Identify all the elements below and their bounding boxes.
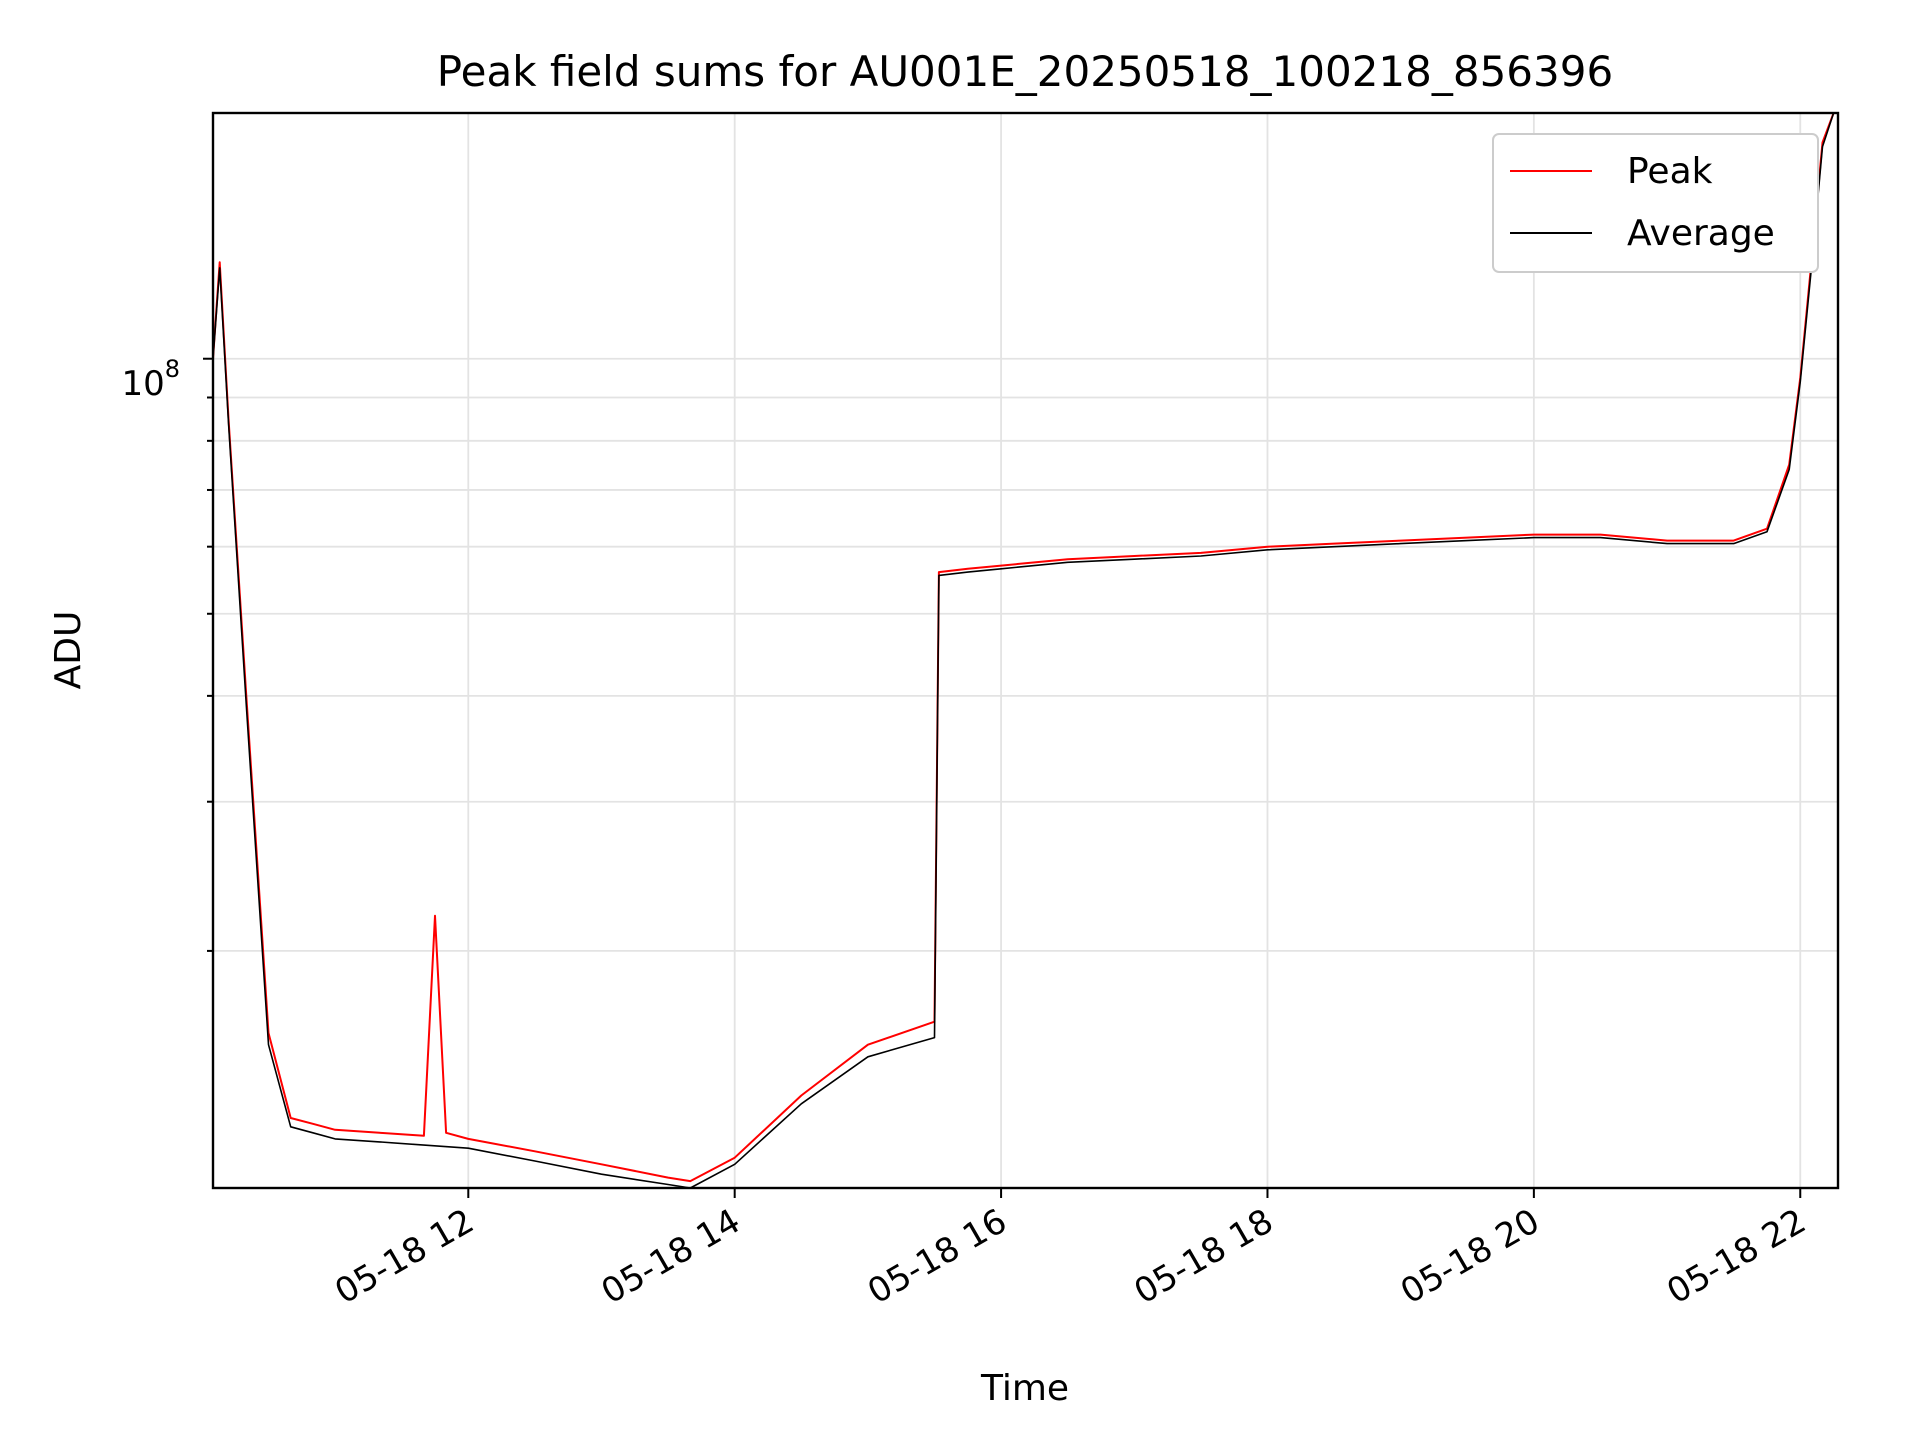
series-layer [212,112,1835,1189]
legend-box [1492,133,1819,273]
y-tick-label-exponent: 8 [165,355,180,383]
y-tick-label-major: 108 [121,355,180,404]
legend-label-peak: Peak [1627,151,1713,192]
grid-layer [213,113,1838,1188]
y-axis-label: ADU [48,611,89,690]
x-axis-label: Time [980,1368,1069,1409]
plot-frame [211,111,1840,1190]
chart-title: Peak field sums for AU001E_20250518_1002… [437,47,1613,96]
legend: Peak Average [1492,133,1819,273]
series-line-average [212,112,1835,1189]
y-tick-label-base: 10 [121,364,164,404]
legend-label-average: Average [1627,213,1775,254]
